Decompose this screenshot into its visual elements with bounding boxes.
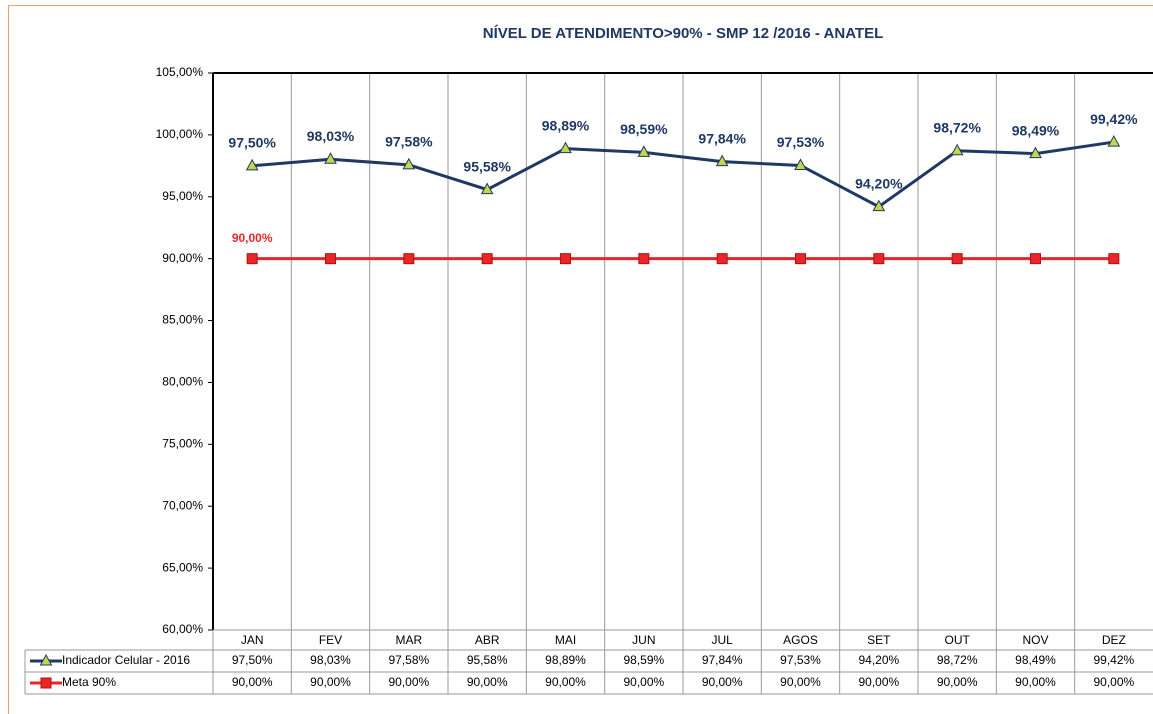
x-tick-label: ABR [475, 633, 500, 647]
marker [324, 152, 337, 164]
x-tick-label: MAR [395, 633, 422, 647]
y-tick-label: 65,00% [162, 560, 203, 574]
y-tick-label: 60,00% [162, 622, 203, 636]
table-value: 98,03% [310, 653, 351, 667]
marker [402, 157, 416, 170]
y-tick-label: 85,00% [162, 313, 203, 327]
marker [872, 199, 886, 212]
table-value: 95,58% [467, 653, 508, 667]
table-value: 98,72% [937, 653, 978, 667]
data-label: 98,49% [1012, 122, 1060, 138]
x-tick-label: JUN [632, 633, 655, 647]
marker [1107, 135, 1121, 147]
data-label: 98,59% [620, 121, 668, 137]
x-tick-label: FEV [319, 633, 342, 647]
data-label: 97,50% [228, 135, 276, 151]
x-tick-label: AGOS [783, 633, 818, 647]
table-value: 94,20% [858, 653, 899, 667]
chart-frame [8, 5, 1153, 714]
y-tick-label: 80,00% [162, 375, 203, 389]
x-tick-label: NOV [1022, 633, 1048, 647]
data-label: 95,58% [463, 158, 511, 174]
table-value: 90,00% [937, 675, 978, 689]
marker [951, 253, 963, 265]
table-value: 90,00% [702, 675, 743, 689]
data-label: 90,00% [232, 231, 273, 245]
marker [480, 182, 494, 195]
marker [795, 253, 806, 265]
y-tick-label: 90,00% [162, 251, 203, 265]
x-tick-label: SET [867, 633, 891, 647]
marker [39, 653, 53, 666]
x-tick-label: OUT [944, 633, 970, 647]
table-value: 90,00% [310, 675, 351, 689]
marker [325, 253, 336, 265]
table-value: 90,00% [545, 675, 586, 689]
y-tick-label: 100,00% [156, 127, 204, 141]
y-tick-label: 70,00% [162, 498, 203, 512]
series-line [252, 140, 1115, 209]
marker [1108, 253, 1120, 265]
marker [246, 253, 258, 265]
marker [873, 253, 885, 265]
table-value: 90,00% [858, 675, 899, 689]
data-label: 97,53% [777, 134, 825, 150]
table-value: 90,00% [1093, 675, 1134, 689]
data-label: 94,20% [855, 175, 903, 191]
legend-label: Indicador Celular - 2016 [62, 653, 190, 667]
marker [559, 141, 572, 154]
legend-label: Meta 90% [62, 675, 116, 689]
table-value: 97,58% [388, 653, 429, 667]
y-tick-label: 95,00% [162, 189, 203, 203]
table-value: 90,00% [467, 675, 508, 689]
table-value: 97,53% [780, 653, 821, 667]
marker [794, 158, 807, 170]
table-value: 98,49% [1015, 653, 1056, 667]
marker [716, 253, 728, 265]
table-value: 98,89% [545, 653, 586, 667]
data-label: 99,42% [1090, 111, 1138, 127]
x-tick-label: DEZ [1102, 633, 1126, 647]
table-value: 90,00% [232, 675, 273, 689]
table-value: 90,00% [623, 675, 664, 689]
x-tick-label: JUL [711, 633, 733, 647]
data-label: 98,72% [933, 119, 981, 135]
table-value: 98,59% [623, 653, 664, 667]
marker [481, 253, 493, 265]
marker [1029, 146, 1042, 159]
table-value: 90,00% [388, 675, 429, 689]
marker [638, 253, 650, 265]
marker [40, 677, 52, 689]
marker [245, 158, 259, 171]
data-label: 98,03% [307, 128, 355, 144]
chart-title: NÍVEL DE ATENDIMENTO>90% - SMP 12 /2016 … [483, 25, 884, 42]
marker [1030, 253, 1041, 265]
table-value: 97,84% [702, 653, 743, 667]
table-value: 97,50% [232, 653, 273, 667]
y-tick-label: 105,00% [156, 65, 204, 79]
marker [637, 145, 651, 157]
table-value: 90,00% [780, 675, 821, 689]
table-value: 99,42% [1093, 653, 1134, 667]
data-label: 98,89% [542, 117, 590, 133]
marker [403, 253, 415, 265]
table-value: 90,00% [1015, 675, 1056, 689]
y-tick-label: 75,00% [162, 437, 203, 451]
marker [560, 253, 571, 265]
marker [715, 154, 729, 167]
x-tick-label: MAI [555, 633, 576, 647]
data-label: 97,84% [698, 130, 746, 146]
marker [950, 143, 964, 156]
data-label: 97,58% [385, 134, 433, 150]
x-tick-label: JAN [241, 633, 264, 647]
